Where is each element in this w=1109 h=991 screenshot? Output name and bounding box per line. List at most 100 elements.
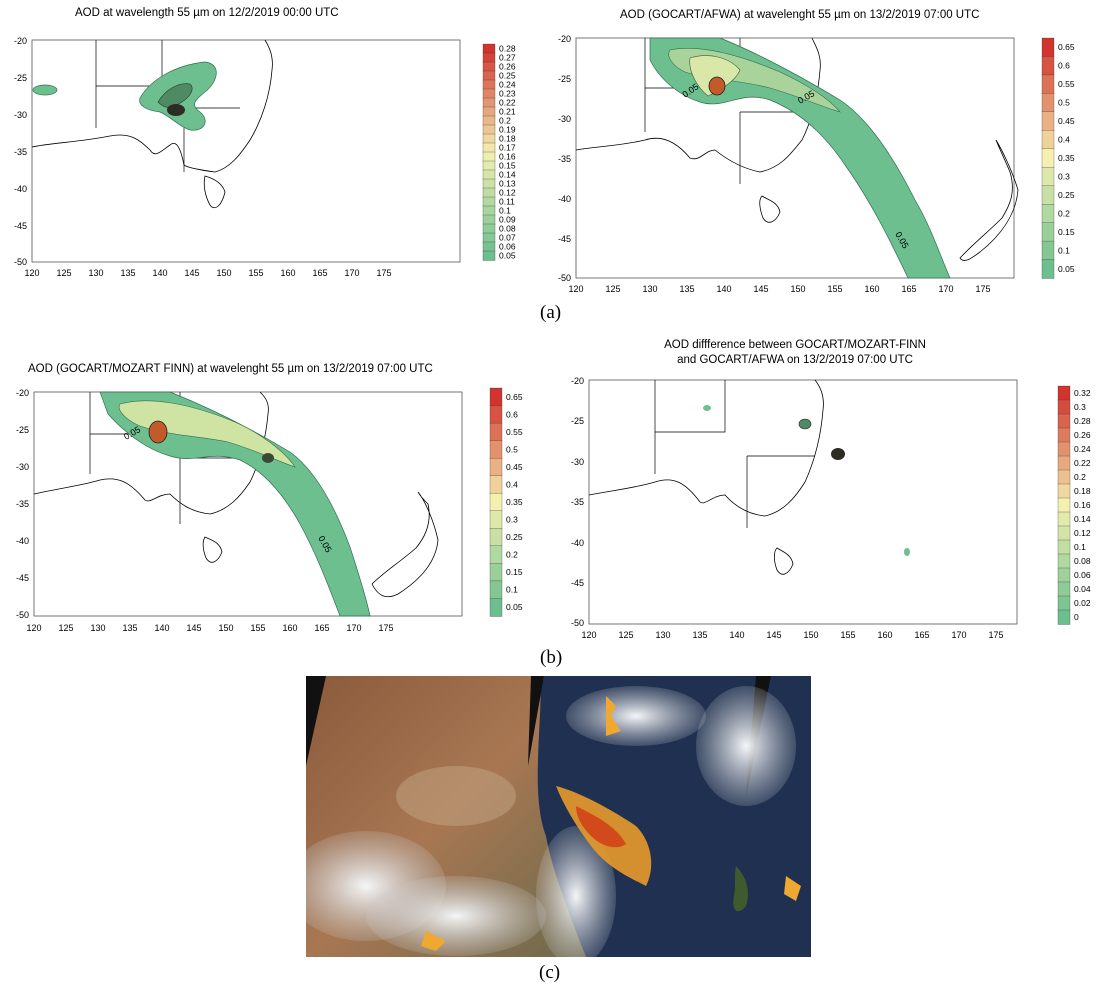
colorbar-swatch: [1041, 130, 1055, 150]
colorbar-label: 0.21: [499, 107, 516, 117]
colorbar-swatch: [482, 106, 496, 117]
panel-b1-colorbar: 0.65 0.6 0.55 0.5 0.45 0.4 0.35 0.3 0.25 0.2 0.15 0…: [489, 387, 523, 617]
colorbar-label: 0.5: [1058, 98, 1070, 108]
x-tick: 130: [642, 284, 657, 294]
colorbar-label: 0.15: [506, 567, 523, 577]
x-tick: 150: [216, 268, 231, 278]
colorbar-label: 0.28: [499, 44, 516, 54]
y-tick: -40: [14, 184, 27, 194]
colorbar-swatch: [489, 422, 503, 442]
colorbar-swatch: [1057, 595, 1071, 611]
colorbar-label: 0.24: [1074, 444, 1091, 454]
colorbar-label: 0.45: [506, 462, 523, 472]
y-tick: -20: [558, 34, 571, 44]
colorbar-swatch: [482, 232, 496, 243]
y-tick: -45: [14, 221, 27, 231]
y-tick: -45: [16, 573, 29, 583]
panel-b2: AOD diffference between GOCART/MOZART-FI…: [555, 330, 1109, 645]
y-tick: -35: [558, 154, 571, 164]
colorbar-swatch: [1057, 441, 1071, 457]
colorbar-swatch: [1041, 148, 1055, 168]
colorbar-swatch: [1057, 413, 1071, 429]
colorbar-swatch: [1057, 539, 1071, 555]
x-tick: 150: [790, 284, 805, 294]
colorbar-swatch: [1057, 553, 1071, 569]
colorbar-label: 0.65: [506, 392, 523, 402]
panel-a1-map: 120 125 130 135 140 145 150 155 160 165 …: [14, 36, 461, 278]
colorbar-label: 0.22: [1074, 458, 1091, 468]
x-tick: 155: [840, 630, 855, 640]
colorbar-label: 0.1: [499, 206, 511, 216]
colorbar-label: 0.02: [1074, 598, 1091, 608]
colorbar-swatch: [482, 133, 496, 144]
colorbar-label: 0.26: [1074, 430, 1091, 440]
x-tick: 140: [154, 623, 169, 633]
y-tick: -50: [558, 273, 571, 283]
colorbar-swatch: [482, 241, 496, 252]
y-tick: -25: [558, 74, 571, 84]
colorbar-label: 0.22: [499, 98, 516, 108]
colorbar-swatch: [1041, 93, 1055, 113]
colorbar-swatch: [489, 387, 503, 407]
colorbar-swatch: [489, 563, 503, 582]
colorbar-label: 0.12: [499, 188, 516, 198]
colorbar-swatch: [489, 510, 503, 529]
x-tick: 125: [605, 284, 620, 294]
y-tick: -30: [571, 457, 584, 467]
colorbar-label: 0: [1074, 612, 1079, 622]
x-tick: 155: [250, 623, 265, 633]
x-tick: 160: [877, 630, 892, 640]
colorbar-swatch: [1041, 74, 1055, 95]
colorbar-swatch: [489, 405, 503, 424]
colorbar-swatch: [1057, 455, 1071, 471]
y-tick: -50: [14, 257, 27, 267]
x-tick: 130: [655, 630, 670, 640]
x-tick: 135: [692, 630, 707, 640]
colorbar-swatch: [489, 545, 503, 565]
colorbar-swatch: [1041, 185, 1055, 205]
panel-b1-xticks: 120 125 130 135 140 145 150 155 160 165 …: [26, 623, 393, 633]
panel-a2-map: 0.05 0.05 0.05 120 125 130 135 140 145 1…: [558, 34, 1019, 294]
colorbar-label: 0.1: [1074, 542, 1086, 552]
colorbar-swatch: [1041, 222, 1055, 242]
x-tick: 175: [975, 284, 990, 294]
colorbar-label: 0.1: [1058, 245, 1070, 255]
colorbar-swatch: [482, 61, 496, 72]
x-tick: 140: [716, 284, 731, 294]
colorbar-label: 0.06: [499, 242, 516, 252]
colorbar-swatch: [482, 79, 496, 90]
x-tick: 125: [58, 623, 73, 633]
colorbar-swatch: [489, 458, 503, 477]
x-tick: 155: [248, 268, 263, 278]
y-tick: -50: [571, 618, 584, 628]
colorbar-swatch: [1041, 259, 1055, 279]
y-tick: -35: [16, 499, 29, 509]
colorbar-label: 0.2: [506, 550, 518, 560]
panel-a1-yticks: -20 -25 -30 -35 -40 -45 -50: [14, 36, 27, 267]
colorbar-swatch: [1057, 609, 1071, 625]
y-tick: -40: [571, 538, 584, 548]
colorbar-label: 0.23: [499, 89, 516, 99]
colorbar-swatch: [482, 196, 496, 207]
y-tick: -25: [16, 425, 29, 435]
subfigure-label-c: (c): [539, 962, 561, 983]
colorbar-label: 0.2: [1058, 208, 1070, 218]
x-tick: 120: [568, 284, 583, 294]
panel-b2-title-line: AOD diffference between GOCART/MOZART-FI…: [664, 339, 926, 351]
colorbar-swatch: [482, 223, 496, 234]
colorbar-label: 0.14: [499, 170, 516, 180]
y-tick: -30: [16, 462, 29, 472]
colorbar-label: 0.2: [499, 116, 511, 126]
panel-a2-xticks: 120 125 130 135 140 145 150 155 160 165 …: [568, 284, 990, 294]
colorbar-swatch: [1057, 567, 1071, 583]
colorbar-swatch: [489, 493, 503, 512]
x-tick: 175: [988, 630, 1003, 640]
panel-a1-title-line: AOD at wavelength 55 µm on 12/2/2019 00:…: [75, 7, 339, 19]
colorbar-swatch: [482, 169, 496, 180]
x-tick: 130: [90, 623, 105, 633]
colorbar-label: 0.3: [506, 515, 518, 525]
colorbar-swatch: [489, 528, 503, 547]
colorbar-label: 0.05: [506, 602, 523, 612]
y-tick: -50: [16, 610, 29, 620]
colorbar-label: 0.25: [1058, 190, 1075, 200]
